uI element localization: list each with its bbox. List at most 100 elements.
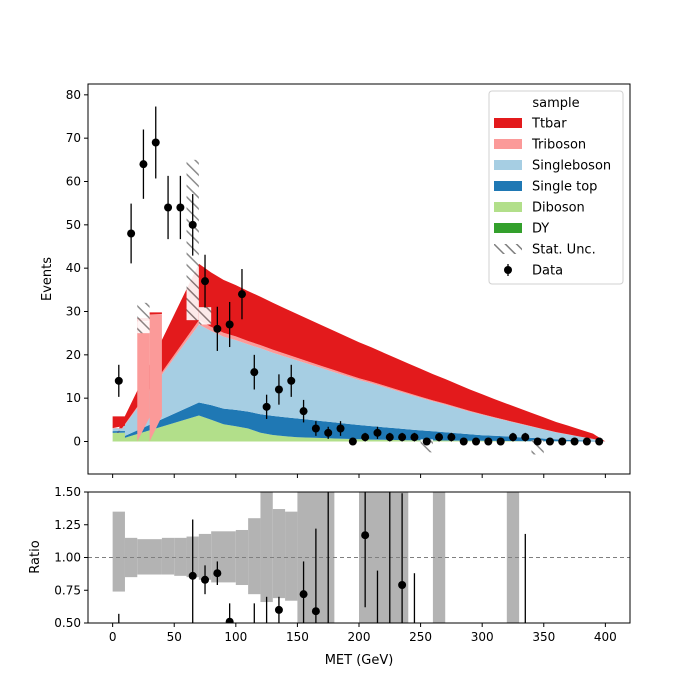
data-point: [127, 229, 136, 238]
data-point: [558, 437, 567, 446]
data-point: [201, 277, 210, 286]
data-point: [508, 433, 517, 442]
low-bin-0-single-top: [112, 431, 125, 433]
legend: sample Ttbar Triboson Singleboson Single to…: [488, 90, 624, 285]
low-bin-2-triboson: [149, 314, 162, 442]
ratio-axes: 0.50 0.75 1.00 1.25 1.50 0 50 100 150 200 250 300 35…: [54, 485, 631, 644]
data-point: [287, 376, 296, 385]
data-point: [459, 437, 468, 446]
legend-swatch-singleboson: [494, 160, 522, 170]
main-y-tick-label: 80: [66, 88, 81, 102]
ratio-band-bin-8: [223, 531, 236, 583]
legend-swatch-ttbar: [494, 118, 522, 128]
ratio-band-bin-2: [137, 539, 162, 575]
ratio-y-tick-label: 1.00: [54, 551, 81, 565]
ratio-x-tick-label: 200: [348, 630, 371, 644]
data-point: [435, 433, 444, 442]
data-point: [139, 160, 148, 169]
ratio-point: [398, 581, 407, 590]
data-point: [114, 376, 123, 385]
ratio-point: [274, 605, 283, 614]
data-point: [521, 433, 530, 442]
legend-swatch-data-marker: [504, 266, 512, 274]
ratio-band-bin-9: [235, 529, 249, 586]
ratio-band-bin-13: [285, 511, 298, 601]
main-y-axis-label: Events: [40, 257, 55, 301]
main-y-tick-label: 60: [66, 175, 81, 189]
data-point: [570, 437, 579, 446]
low-bin-0-singleboson: [112, 428, 125, 432]
ratio-y-tick-label: 1.50: [54, 485, 81, 499]
legend-title: sample: [532, 96, 579, 111]
ratio-point: [213, 569, 222, 578]
legend-swatch-triboson: [494, 139, 522, 149]
data-point: [582, 437, 591, 446]
main-panel: 0 10 20 30 40 50 60 70 80 Events: [40, 83, 631, 478]
ratio-panel: 0.50 0.75 1.00 1.25 1.50 0 50 100 150 200 250 300 35…: [28, 485, 631, 668]
ratio-point: [311, 607, 320, 616]
legend-label: DY: [532, 222, 549, 237]
ratio-y-tick-label: 0.50: [54, 616, 81, 630]
ratio-point: [225, 617, 234, 623]
data-point: [225, 320, 234, 329]
legend-label: Diboson: [532, 201, 585, 216]
legend-swatch-stat-unc: [494, 244, 522, 254]
ratio-x-tick-label: 150: [286, 630, 309, 644]
data-point: [373, 428, 382, 437]
data-point: [299, 407, 308, 416]
data-point: [176, 203, 185, 212]
main-y-tick-label: 20: [66, 348, 81, 362]
area-ttbar: [112, 263, 606, 442]
data-point: [188, 220, 197, 229]
stacked-backgrounds: [112, 263, 606, 442]
low-bin-2-ttbar: [149, 312, 162, 315]
data-point: [410, 433, 419, 442]
area-singleboson: [112, 324, 606, 442]
main-y-tick-label: 0: [73, 435, 81, 449]
data-point: [336, 424, 345, 433]
data-points: [114, 106, 604, 446]
area-diboson: [112, 415, 606, 442]
ratio-x-tick-label: 350: [532, 630, 555, 644]
stat-unc-bin-0: [137, 302, 150, 334]
data-point: [311, 424, 320, 433]
ratio-band-bin-17: [506, 492, 520, 623]
legend-swatch-dy: [494, 223, 522, 233]
ratio-x-tick-label: 100: [224, 630, 247, 644]
area-single-top: [112, 402, 606, 442]
ratio-point: [361, 531, 370, 540]
data-point: [237, 290, 246, 299]
main-y-tick-label: 40: [66, 261, 81, 275]
ratio-y-tick-label: 0.75: [54, 583, 81, 597]
data-point: [164, 203, 173, 212]
ratio-band-bin-12: [272, 509, 286, 599]
data-point: [595, 437, 604, 446]
ratio-x-tick-label: 0: [109, 630, 117, 644]
data-point: [385, 433, 394, 442]
ratio-band-bin-4: [174, 537, 187, 576]
data-point: [533, 437, 542, 446]
data-point: [324, 428, 333, 437]
data-point: [496, 437, 505, 446]
ratio-band-bin-6: [198, 533, 212, 580]
main-y-tick-label: 50: [66, 218, 81, 232]
x-axis-label: MET (GeV): [325, 653, 394, 668]
ratio-band-bin-11: [260, 492, 273, 603]
legend-swatch-single-top: [494, 181, 522, 191]
ratio-point: [201, 575, 210, 584]
stat-unc-bin-2: [198, 307, 212, 325]
data-point: [262, 402, 271, 411]
data-point: [484, 437, 493, 446]
main-y-tick-label: 10: [66, 391, 81, 405]
legend-label: Single top: [532, 180, 597, 195]
ratio-band-bin-3: [161, 537, 175, 575]
data-point: [250, 368, 259, 377]
data-point: [422, 437, 431, 446]
legend-label: Stat. Unc.: [532, 243, 596, 258]
legend-entries: Ttbar Triboson Singleboson Single top Diboso…: [494, 117, 611, 279]
ratio-x-tick-label: 400: [594, 630, 617, 644]
ratio-points: [118, 492, 526, 623]
low-bin-1-triboson: [137, 321, 150, 442]
data-point: [545, 437, 554, 446]
